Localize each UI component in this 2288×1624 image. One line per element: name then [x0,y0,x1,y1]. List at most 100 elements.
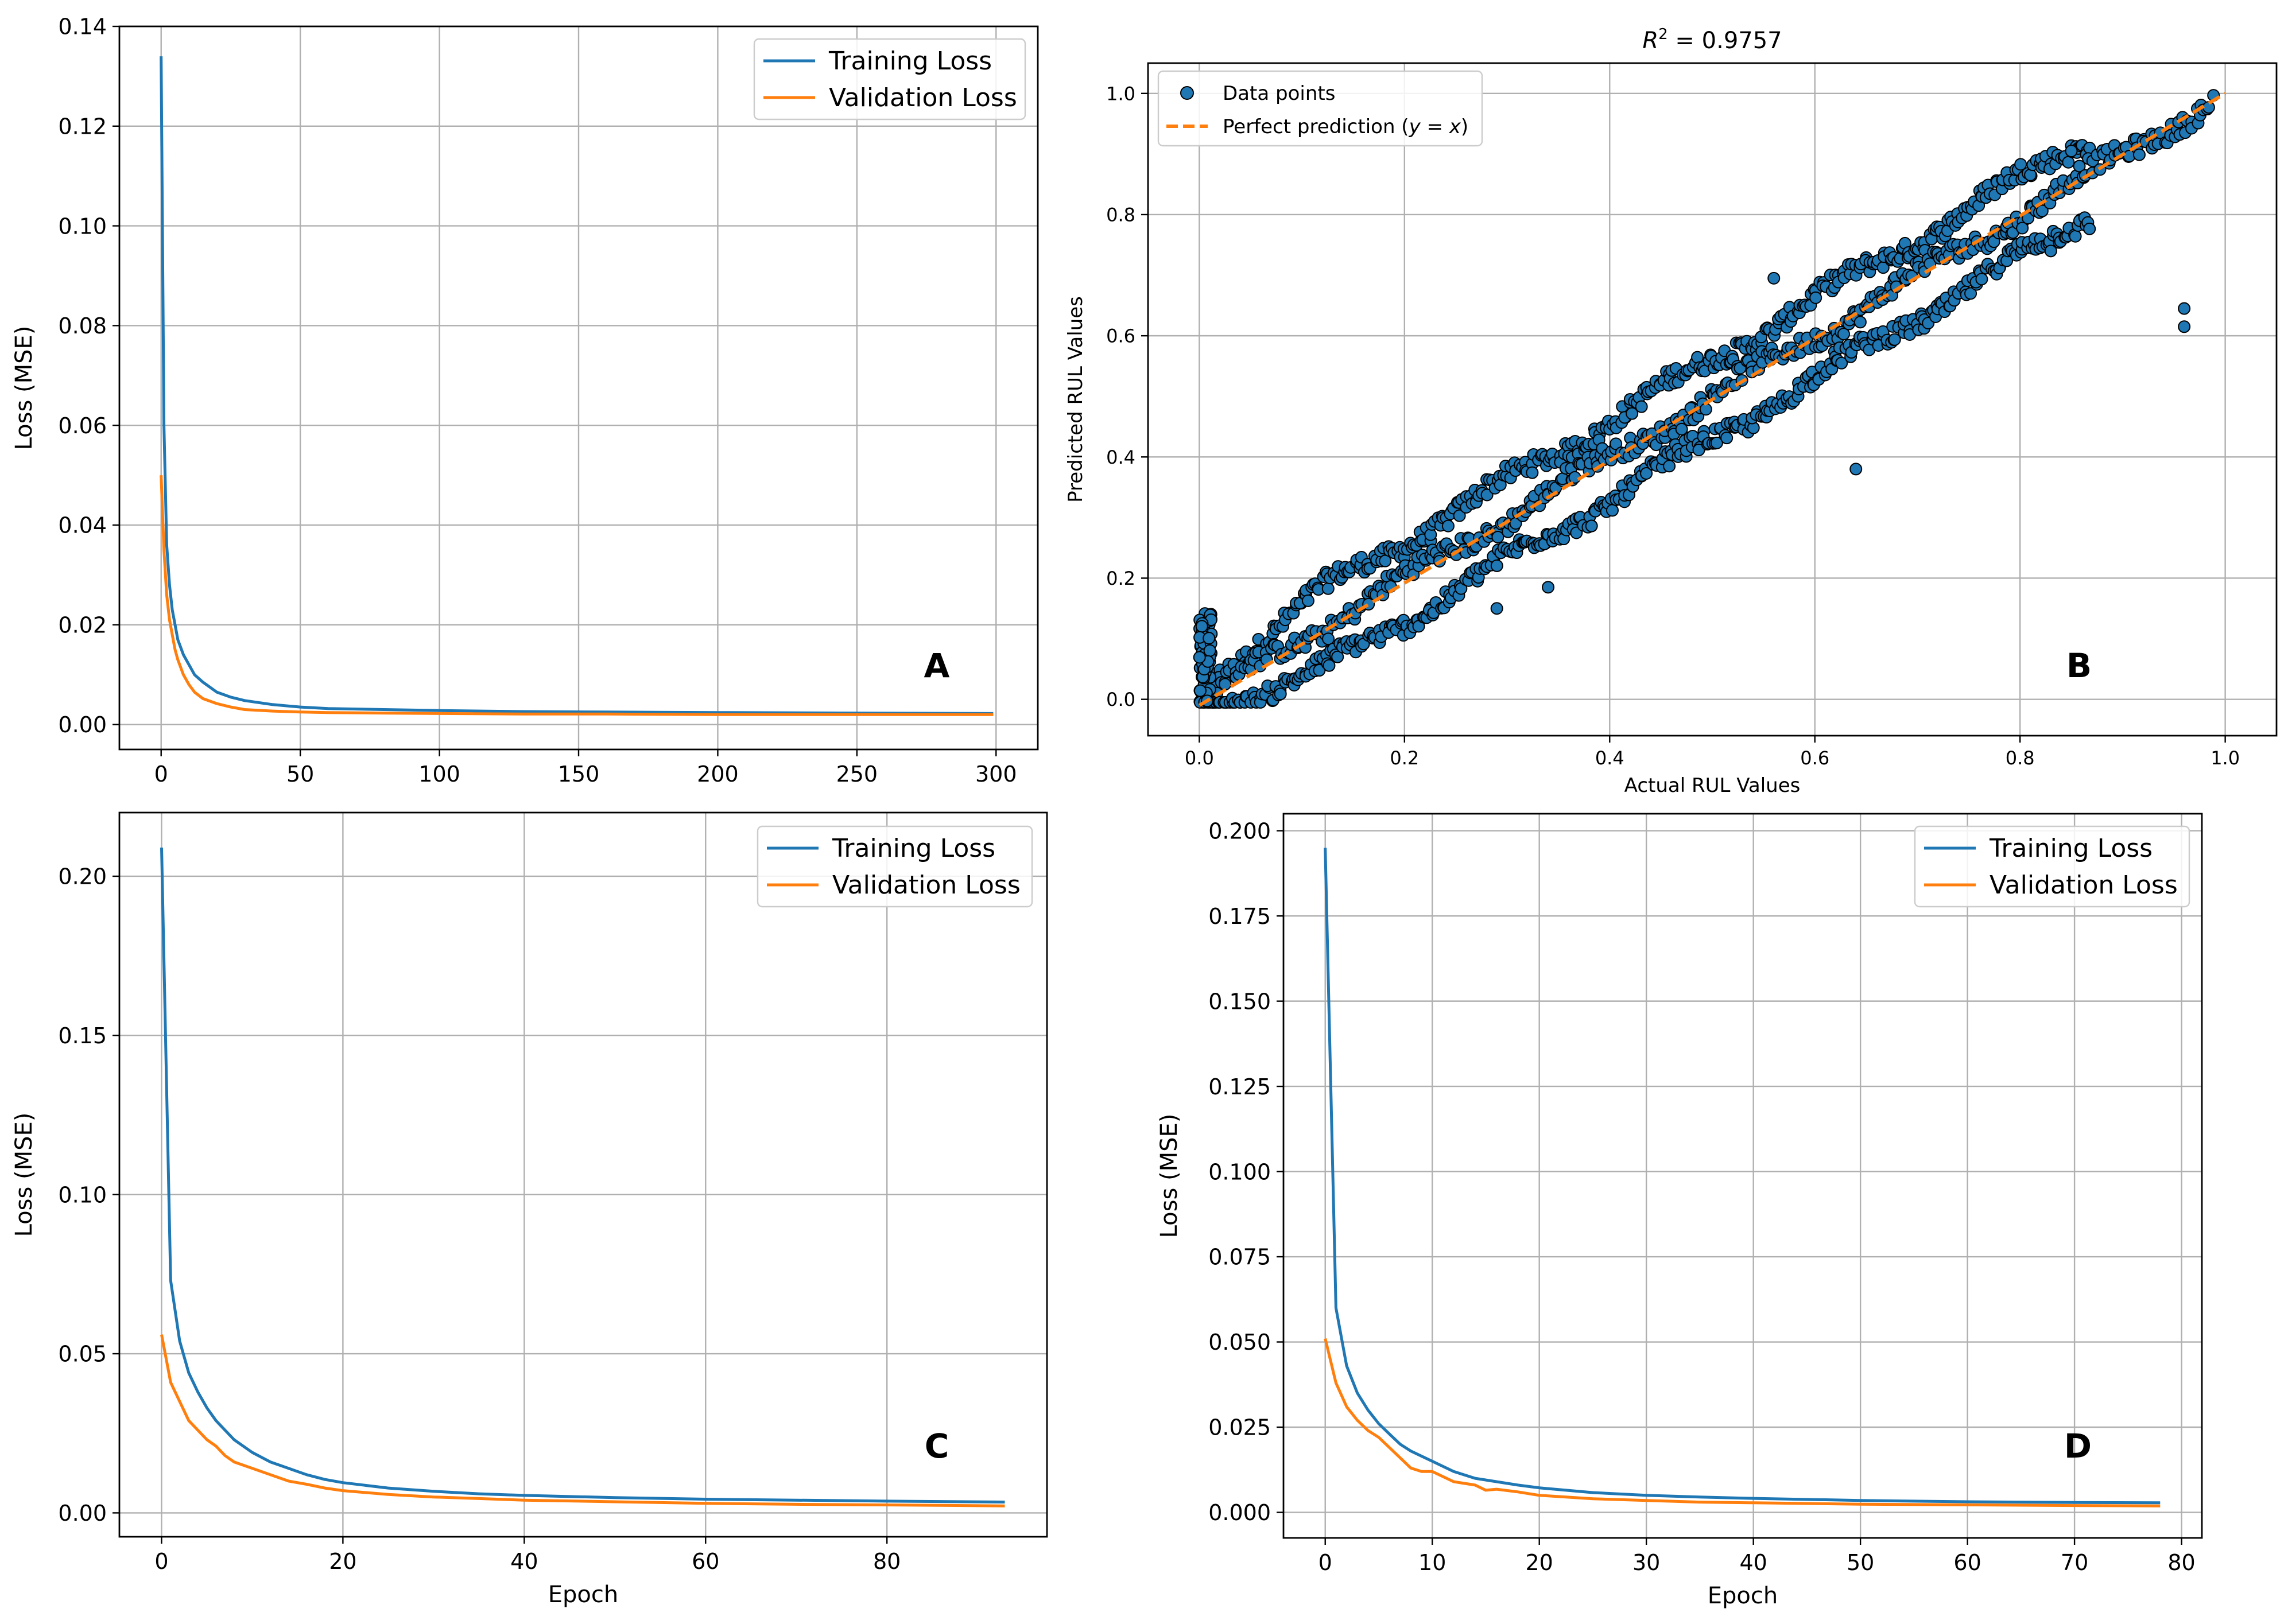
x-tick-label: 10 [1418,1550,1446,1575]
title-value: = 0.9757 [1668,28,1782,54]
scatter-points [1193,89,2220,709]
x-tick-label: 200 [697,762,739,787]
scatter-point [1480,488,1494,502]
series-line-training [1324,848,2161,1505]
scatter-point [1610,437,1623,450]
legend: Training Loss Validation Loss [757,825,1033,908]
scatter-point [1274,687,1287,701]
x-tick-label: 0 [154,762,168,787]
legend-swatch-points [1180,86,1194,100]
legend-label-validation: Validation Loss [1990,871,2178,900]
y-tick-label: 0.06 [58,413,107,438]
y-tick-label: 0.6 [1106,325,1135,347]
x-tick-label: 80 [873,1549,901,1574]
x-tick-label: 0.6 [1800,747,1829,769]
x-tick-label: 60 [692,1549,719,1574]
y-tick-label: 0.075 [1208,1245,1271,1270]
legend-perfect-prefix: Perfect prediction ( [1223,115,1409,138]
scatter-point-outlier [1490,602,1503,615]
scatter-point [1837,328,1851,341]
y-tick-label: 0.050 [1208,1330,1271,1355]
axes-frame [118,25,1039,751]
scatter-point-outlier [1542,581,1555,594]
x-tick-label: 40 [1739,1550,1767,1575]
legend-box [1157,70,1483,147]
chart-panel-a: 0 50 100 150 200 250 300 0.00 0.02 0.04 0.06 0.08 0.… [11,14,1039,787]
series-line-validation [160,475,994,716]
scatter-point [1193,651,1206,664]
y-tick-label: 0.175 [1208,904,1271,929]
x-tick-label: 300 [975,762,1017,787]
scatter-point-outlier [2178,320,2191,333]
scatter-point [2083,222,2096,235]
x-tick-label: 20 [1526,1550,1553,1575]
scatter-point-outlier [2065,145,2078,158]
scatter-point [1853,316,1867,329]
scatter-point [1691,351,1704,364]
axes-frame [1282,813,2203,1539]
scatter-point [1640,467,1653,480]
y-tick-label: 0.8 [1106,204,1135,226]
y-tick-label: 1.0 [1106,83,1135,104]
x-tick-label: 0.0 [1185,747,1214,769]
chart-title: R2 = 0.9757 [1642,26,1782,54]
axes-frame [118,811,1048,1538]
scatter-point [1322,632,1335,646]
scatter-point [1663,460,1676,473]
panel-letter-c: C [925,1427,949,1466]
legend-perfect-suffix: ) [1461,115,1468,138]
scatter-point [1323,659,1336,672]
scatter-point [1379,554,1392,568]
series-line-training [160,847,1005,1503]
x-axis-label: Actual RUL Values [1624,774,1801,797]
y-tick-label: 0.12 [58,114,107,139]
scatter-point [1453,509,1466,522]
legend-label-validation: Validation Loss [832,871,1021,900]
y-tick-label: 0.05 [58,1342,107,1367]
scatter-point [2016,222,2029,235]
panel-letter-b: B [2066,646,2092,685]
scatter-point [2132,148,2146,161]
chart-panel-d: 0 10 20 30 40 50 60 70 80 0.000 0.025 0.050 0.075 0.1… [1156,813,2203,1609]
x-tick-label: 100 [418,762,460,787]
y-tick-label: 0.10 [58,1182,107,1207]
perfect-prediction-line [1198,92,2227,707]
x-tick-label: 50 [286,762,314,787]
x-tick-label: 50 [1847,1550,1874,1575]
y-tick-label: 0.14 [58,14,107,40]
series-line-training [160,56,994,715]
scatter-point-outlier [2178,302,2191,315]
scatter-point [1424,528,1437,541]
series-line-validation [160,1334,1005,1508]
y-tick-label: 0.025 [1208,1415,1271,1440]
scatter-point [2024,168,2037,181]
x-tick-label: 0.4 [1595,747,1624,769]
scatter-point-outlier [1767,271,1781,285]
scatter-point [1710,436,1723,449]
scatter-point-outlier [2044,244,2057,258]
legend: Data points Perfect prediction (y = x) [1157,70,1483,147]
scatter-point [1491,531,1504,544]
legend-perfect-math: y = x [1409,115,1461,138]
scatter-point [1964,287,1977,300]
x-tick-label: 250 [836,762,878,787]
scatter-point [1585,519,1598,533]
legend-label-training: Training Loss [1989,834,2153,863]
y-tick-label: 0.200 [1208,818,1271,844]
scatter-point [1331,650,1344,663]
legend-label-training: Training Loss [832,834,995,863]
scatter-point [2035,204,2049,217]
scatter-point [1626,407,1639,420]
scatter-point [1203,632,1216,645]
x-tick-label: 70 [2061,1550,2088,1575]
y-tick-label: 0.100 [1208,1159,1271,1184]
y-tick-label: 0.125 [1208,1074,1271,1099]
scatter-point [1490,559,1503,572]
scatter-point [1975,273,1988,286]
plot-area [1324,848,2161,1508]
panel-letter-a: A [924,646,950,685]
x-tick-label: 1.0 [2211,747,2240,769]
x-tick-label: 0.2 [1390,747,1419,769]
legend: Training Loss Validation Loss [753,38,1026,121]
scatter-point [1675,422,1688,436]
